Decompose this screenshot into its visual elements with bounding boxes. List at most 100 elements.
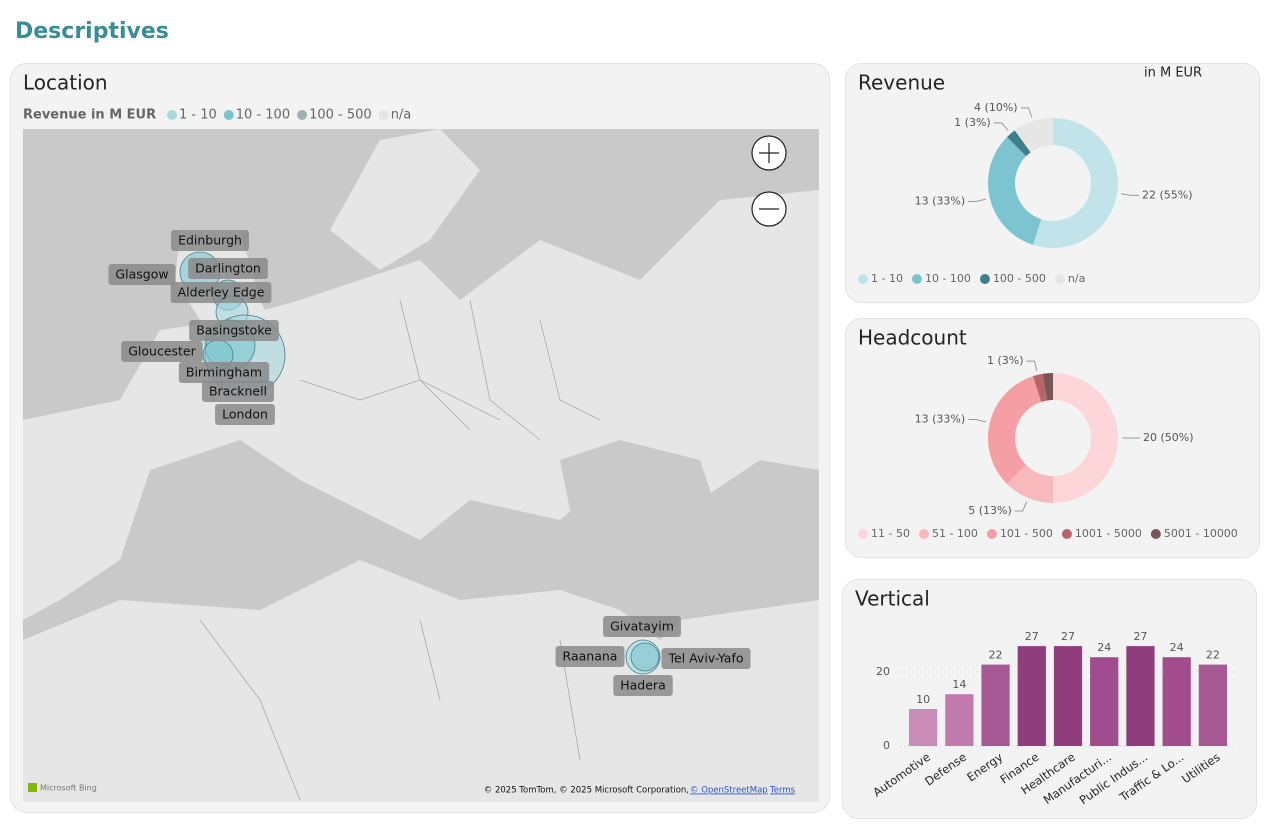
- city-label-box: [201, 381, 275, 402]
- bar: [1017, 646, 1046, 746]
- legend-label: 1 - 10: [179, 108, 217, 123]
- city-label: Darlington: [195, 261, 261, 276]
- map-land: [23, 190, 819, 620]
- data-label: 22 (55%): [1142, 188, 1193, 201]
- legend-label: 100 - 500: [309, 108, 372, 123]
- data-label: 27: [1025, 630, 1039, 643]
- city-label-box: [613, 675, 673, 696]
- card-title: Location: [23, 71, 108, 95]
- data-label: 24: [1097, 641, 1111, 654]
- donut-slice: [1032, 373, 1048, 402]
- data-label: 14: [952, 678, 966, 691]
- city-label: Edinburgh: [178, 233, 242, 248]
- city-label-box: [189, 320, 279, 341]
- city-label: Hadera: [620, 678, 665, 693]
- bar: [1053, 646, 1083, 746]
- y-tick-label: 20: [876, 665, 890, 678]
- city-label: Tel Aviv-Yafo: [667, 651, 743, 666]
- legend-dot: [858, 274, 868, 284]
- legend-label: n/a: [1068, 272, 1085, 285]
- map-border: [199, 299, 601, 801]
- donut-slice: [1042, 373, 1053, 401]
- data-label: 1 (3%): [987, 354, 1024, 367]
- headcount-card: [845, 318, 1260, 558]
- donut-slice: [988, 376, 1042, 484]
- legend-label: 51 - 100: [932, 527, 978, 540]
- legend-dot: [911, 274, 922, 284]
- legend-label: 101 - 500: [1000, 527, 1053, 540]
- vertical-card: [842, 579, 1257, 819]
- map-sea: [560, 440, 720, 540]
- legend-dot: [918, 529, 929, 539]
- legend-dot: [223, 110, 234, 120]
- bar: [1162, 657, 1191, 746]
- data-label: 5 (13%): [968, 504, 1012, 517]
- leader-line: [968, 419, 987, 423]
- donut-slice: [988, 137, 1042, 245]
- city-label: Basingstoke: [196, 323, 272, 338]
- legend-dot: [858, 529, 868, 539]
- city-label-box: [215, 404, 275, 425]
- bar: [908, 709, 938, 746]
- bing-logo: [28, 783, 37, 792]
- legend-dot: [986, 529, 997, 539]
- city-label-box: [178, 362, 270, 383]
- data-label: 24: [1170, 641, 1184, 654]
- card-title: Vertical: [855, 587, 930, 611]
- card-title: Revenue: [858, 71, 945, 95]
- terms-link[interactable]: Terms: [769, 786, 796, 796]
- city-label-box: [171, 230, 249, 251]
- leader-line: [1121, 193, 1140, 196]
- bar: [1090, 657, 1119, 746]
- data-label: 22: [1206, 649, 1220, 662]
- city-label: Alderley Edge: [178, 285, 265, 300]
- legend-label: 100 - 500: [993, 272, 1046, 285]
- y-tick-label: 0: [883, 739, 890, 752]
- legend-dot: [378, 110, 389, 120]
- city-label: Glasgow: [115, 267, 168, 282]
- city-label: Givatayim: [610, 619, 674, 634]
- card-title: Headcount: [858, 326, 967, 350]
- data-label: 20 (50%): [1143, 431, 1194, 444]
- legend-dot: [167, 110, 177, 120]
- leader-line: [968, 198, 987, 202]
- legend-label: 10 - 100: [236, 108, 290, 123]
- city-label: Bracknell: [209, 384, 267, 399]
- legend-dot: [1054, 274, 1065, 284]
- data-label: 1 (3%): [954, 116, 991, 129]
- city-label-box: [170, 282, 272, 303]
- city-label-box: [555, 646, 625, 667]
- leader-line: [1026, 360, 1038, 372]
- legend-label: 5001 - 10000: [1164, 527, 1238, 540]
- page-title: Descriptives: [15, 19, 169, 44]
- legend-label: 11 - 50: [871, 527, 910, 540]
- donut-slice: [1032, 118, 1119, 249]
- city-label: Birmingham: [186, 365, 262, 380]
- city-label-box: [603, 616, 681, 637]
- bar: [945, 694, 974, 746]
- data-label: 27: [1133, 630, 1147, 643]
- legend-label: 1 - 10: [871, 272, 903, 285]
- city-label: London: [222, 407, 268, 422]
- donut-slice: [1007, 464, 1053, 504]
- zoom-in-icon: [759, 143, 779, 163]
- data-label: 10: [916, 693, 930, 706]
- donut-slice: [1014, 118, 1053, 153]
- bar: [1198, 664, 1228, 746]
- bar: [981, 664, 1010, 746]
- city-label: Raanana: [563, 649, 618, 664]
- legend-label: 1001 - 5000: [1075, 527, 1142, 540]
- legend-dot: [1061, 529, 1072, 539]
- city-label-box: [188, 258, 268, 279]
- legend-dot: [1150, 529, 1161, 539]
- data-label: 13 (33%): [915, 413, 966, 426]
- data-label: 27: [1061, 630, 1075, 643]
- bubble: [630, 642, 660, 672]
- osm-link[interactable]: © OpenStreetMap: [690, 786, 768, 796]
- map-land: [330, 129, 480, 270]
- legend-label: 10 - 100: [925, 272, 971, 285]
- map: [23, 129, 819, 802]
- donut-slice: [1007, 130, 1031, 157]
- bar: [1126, 646, 1155, 746]
